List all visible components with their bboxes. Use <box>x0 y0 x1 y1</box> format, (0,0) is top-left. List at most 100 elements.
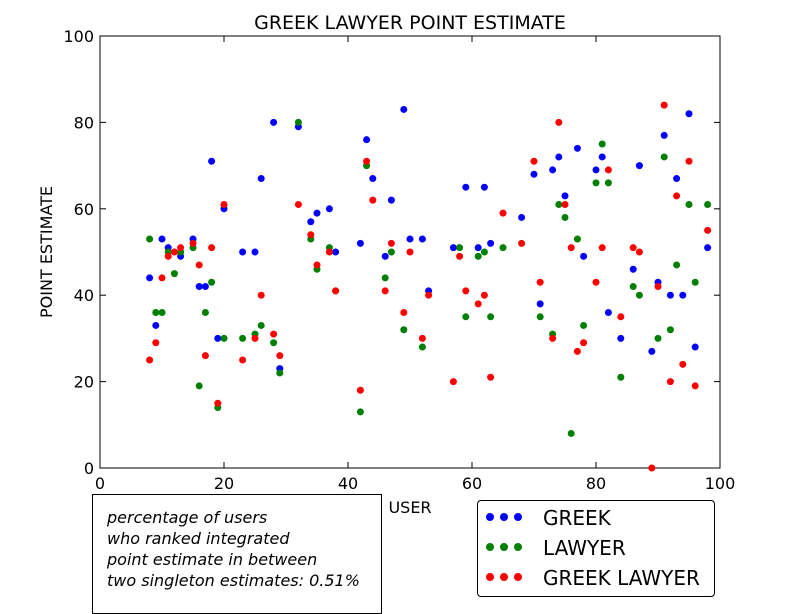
y-tick-label: 20 <box>74 373 94 392</box>
point-greek-lawyer <box>363 157 371 165</box>
point-greek-lawyer <box>598 244 606 252</box>
point-lawyer <box>592 179 600 187</box>
point-greek-lawyer <box>425 291 433 299</box>
point-lawyer <box>567 429 575 437</box>
point-lawyer <box>673 261 681 269</box>
point-greek-lawyer <box>189 239 197 247</box>
x-tick-label: 40 <box>338 474 358 493</box>
point-greek-lawyer <box>270 330 278 338</box>
x-tick-label: 80 <box>586 474 606 493</box>
point-greek <box>561 192 569 200</box>
point-lawyer <box>462 313 470 321</box>
point-greek-lawyer <box>307 231 315 239</box>
point-lawyer <box>456 244 464 252</box>
point-greek-lawyer <box>580 339 588 347</box>
point-greek <box>381 252 389 260</box>
point-greek <box>660 131 668 139</box>
annotation-line-2: who ranked integrated <box>107 529 290 548</box>
point-lawyer <box>691 278 699 286</box>
point-greek <box>487 239 495 247</box>
point-greek-lawyer <box>406 248 414 256</box>
point-greek-lawyer <box>276 352 284 360</box>
point-greek <box>648 347 656 355</box>
point-greek <box>449 244 457 252</box>
point-greek-lawyer <box>251 334 259 342</box>
legend-label-greek-lawyer: GREEK LAWYER <box>543 566 700 590</box>
point-lawyer <box>152 308 160 316</box>
point-greek <box>257 175 265 183</box>
legend-marker-lawyer <box>486 543 526 553</box>
point-greek <box>158 235 166 243</box>
point-greek-lawyer <box>313 261 321 269</box>
point-greek-lawyer <box>604 166 612 174</box>
point-greek-lawyer <box>654 283 662 291</box>
point-greek-lawyer <box>673 192 681 200</box>
point-greek-lawyer <box>195 261 203 269</box>
legend-marker-greek-lawyer <box>486 573 526 583</box>
point-greek-lawyer <box>567 244 575 252</box>
point-greek-lawyer <box>146 356 154 364</box>
point-greek-lawyer <box>201 352 209 360</box>
point-lawyer <box>617 373 625 381</box>
y-tick-label: 60 <box>74 200 94 219</box>
point-greek-lawyer <box>487 373 495 381</box>
point-greek <box>704 244 712 252</box>
point-greek-lawyer <box>691 382 699 390</box>
scatter-chart: GREEK LAWYER POINT ESTIMATE 0 20 40 60 80 100… <box>37 12 735 517</box>
point-greek-lawyer <box>474 300 482 308</box>
legend-item-greek-lawyer: GREEK LAWYER <box>478 566 714 590</box>
point-greek <box>356 239 364 247</box>
point-greek <box>480 183 488 191</box>
point-greek-lawyer <box>648 464 656 472</box>
point-greek <box>580 252 588 260</box>
point-lawyer <box>418 343 426 351</box>
annotation-box: percentage of users who ranked integrate… <box>92 494 382 614</box>
point-greek <box>208 157 216 165</box>
point-greek <box>146 274 154 282</box>
annotation-line-3: point estimate in between <box>107 550 318 569</box>
point-lawyer <box>158 308 166 316</box>
point-lawyer <box>654 334 662 342</box>
point-greek <box>152 321 160 329</box>
point-greek-lawyer <box>704 226 712 234</box>
point-greek-lawyer <box>257 291 265 299</box>
point-greek <box>592 166 600 174</box>
point-greek <box>518 213 526 221</box>
point-lawyer <box>499 244 507 252</box>
annotation-line-4: two singleton estimates: 0.51% <box>107 571 360 590</box>
point-greek-lawyer <box>666 378 674 386</box>
point-greek <box>462 183 470 191</box>
x-tick-label: 100 <box>705 474 736 493</box>
point-greek <box>251 248 259 256</box>
point-greek <box>549 166 557 174</box>
x-tick-label: 0 <box>95 474 105 493</box>
point-lawyer <box>704 200 712 208</box>
point-greek-lawyer <box>158 274 166 282</box>
point-lawyer <box>474 252 482 260</box>
axis-ticks: 0 20 40 60 80 100 0 20 40 60 80 100 <box>63 27 735 493</box>
point-greek <box>400 105 408 113</box>
point-greek-lawyer <box>369 196 377 204</box>
point-greek-lawyer <box>530 157 538 165</box>
point-greek-lawyer <box>220 200 228 208</box>
point-greek <box>201 283 209 291</box>
point-greek-lawyer <box>561 200 569 208</box>
point-greek-lawyer <box>164 252 172 260</box>
point-greek <box>418 235 426 243</box>
point-greek <box>573 144 581 152</box>
point-greek <box>307 218 315 226</box>
point-greek <box>387 196 395 204</box>
point-greek-lawyer <box>387 239 395 247</box>
x-axis-label: USER <box>388 498 431 517</box>
point-lawyer <box>598 140 606 148</box>
legend-label-lawyer: LAWYER <box>543 536 626 560</box>
point-greek <box>598 153 606 161</box>
point-greek-lawyer <box>617 313 625 321</box>
point-greek <box>195 283 203 291</box>
point-greek <box>474 244 482 252</box>
point-greek-lawyer <box>629 244 637 252</box>
point-greek-lawyer <box>518 239 526 247</box>
point-greek <box>679 291 687 299</box>
point-lawyer <box>170 270 178 278</box>
point-lawyer <box>580 321 588 329</box>
